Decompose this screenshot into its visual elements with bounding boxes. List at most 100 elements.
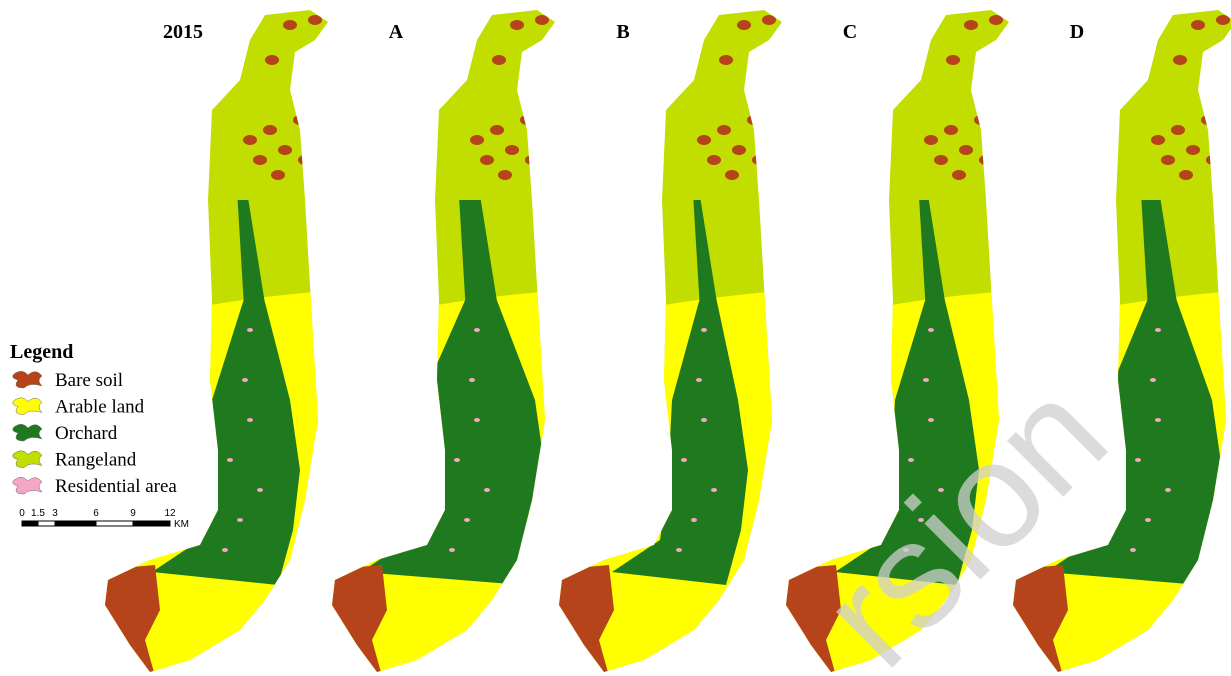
map-content [554, 0, 794, 676]
residential-patch [923, 378, 929, 382]
bare-soil-patch [283, 20, 297, 30]
bare-soil-patch [725, 170, 739, 180]
bare-soil-patch [946, 55, 960, 65]
map-content [100, 0, 340, 676]
bare-soil-patch [1173, 55, 1187, 65]
residential-patch [247, 328, 253, 332]
panel-title: A [389, 21, 404, 43]
bare-soil-patch [265, 55, 279, 65]
bare-soil-patch [944, 125, 958, 135]
bare-soil-patch [979, 155, 993, 165]
bare-soil-patch [989, 15, 1003, 25]
residential-patch [928, 418, 934, 422]
residential-patch [711, 488, 717, 492]
bare-soil-patch [492, 55, 506, 65]
bare-soil-patch [1151, 135, 1165, 145]
bare-soil-patch [717, 125, 731, 135]
legend-title: Legend [10, 341, 73, 363]
legend-icon [13, 371, 42, 388]
residential-patch [696, 378, 702, 382]
residential-patch [474, 328, 480, 332]
residential-patch [1155, 418, 1161, 422]
bare-soil-patch [1201, 115, 1215, 125]
legend-label: Bare soil [55, 370, 123, 391]
bare-soil-patch [1206, 155, 1220, 165]
legend-label: Arable land [55, 397, 145, 418]
scale-unit: KM [174, 519, 189, 530]
bare-soil-patch [732, 145, 746, 155]
bare-soil-patch [278, 145, 292, 155]
map-panel [1008, 0, 1231, 676]
bare-soil-patch [1171, 125, 1185, 135]
scale-tick-label: 6 [93, 508, 99, 519]
bare-soil-patch [535, 15, 549, 25]
scale-tick-label: 9 [130, 508, 136, 519]
bare-soil-patch [934, 155, 948, 165]
legend-label: Residential area [55, 476, 177, 497]
legend-icon [13, 451, 42, 468]
bare-soil-patch [737, 20, 751, 30]
residential-patch [247, 418, 253, 422]
bare-soil-patch [952, 170, 966, 180]
bare-soil-patch [263, 125, 277, 135]
legend-icon [13, 398, 42, 415]
residential-patch [701, 328, 707, 332]
residential-patch [469, 378, 475, 382]
scale-segment [38, 521, 55, 526]
residential-patch [449, 548, 455, 552]
scale-segment [96, 521, 133, 526]
residential-patch [1150, 378, 1156, 382]
panel-title: 2015 [163, 21, 203, 43]
bare-soil-patch [697, 135, 711, 145]
bare-soil-patch [1179, 170, 1193, 180]
panel-title: D [1070, 21, 1084, 43]
residential-patch [676, 548, 682, 552]
scale-segment [133, 521, 170, 526]
residential-patch [222, 548, 228, 552]
scale-segment [22, 521, 38, 526]
residential-patch [237, 518, 243, 522]
bare-soil-patch [490, 125, 504, 135]
map-panel [100, 0, 340, 676]
panel-title: B [616, 21, 629, 43]
bare-soil-patch [243, 135, 257, 145]
bare-soil-patch [762, 15, 776, 25]
residential-patch [701, 418, 707, 422]
bare-soil-patch [298, 155, 312, 165]
residential-patch [227, 458, 233, 462]
figure: Legend 2015 A B C D Bare soil Arable land Orcha… [0, 0, 1231, 676]
residential-patch [257, 488, 263, 492]
scale-tick-label: 3 [52, 508, 58, 519]
scale-tick-label: 1.5 [31, 508, 45, 519]
bare-soil-patch [293, 115, 307, 125]
map-panel [554, 0, 794, 676]
panel-title: C [843, 21, 857, 43]
residential-patch [1130, 548, 1136, 552]
bare-soil-patch [1186, 145, 1200, 155]
bare-soil-patch [747, 115, 761, 125]
residential-patch [1145, 518, 1151, 522]
bare-soil-patch [525, 155, 539, 165]
bare-soil-patch [480, 155, 494, 165]
residential-patch [1135, 458, 1141, 462]
bare-soil-patch [271, 170, 285, 180]
map-panel [327, 0, 567, 676]
legend-icon [13, 477, 42, 494]
legend-icon [13, 424, 42, 441]
scale-tick-label: 12 [164, 508, 176, 519]
bare-soil-patch [924, 135, 938, 145]
bare-soil-patch [1216, 15, 1230, 25]
legend-label: Orchard [55, 423, 118, 444]
legend-label: Rangeland [55, 450, 137, 471]
bare-soil-patch [752, 155, 766, 165]
residential-patch [454, 458, 460, 462]
bare-soil-patch [719, 55, 733, 65]
residential-patch [691, 518, 697, 522]
residential-patch [464, 518, 470, 522]
bare-soil-patch [964, 20, 978, 30]
bare-soil-patch [498, 170, 512, 180]
bare-soil-patch [520, 115, 534, 125]
map-content [1008, 0, 1231, 676]
bare-soil-patch [505, 145, 519, 155]
residential-patch [242, 378, 248, 382]
